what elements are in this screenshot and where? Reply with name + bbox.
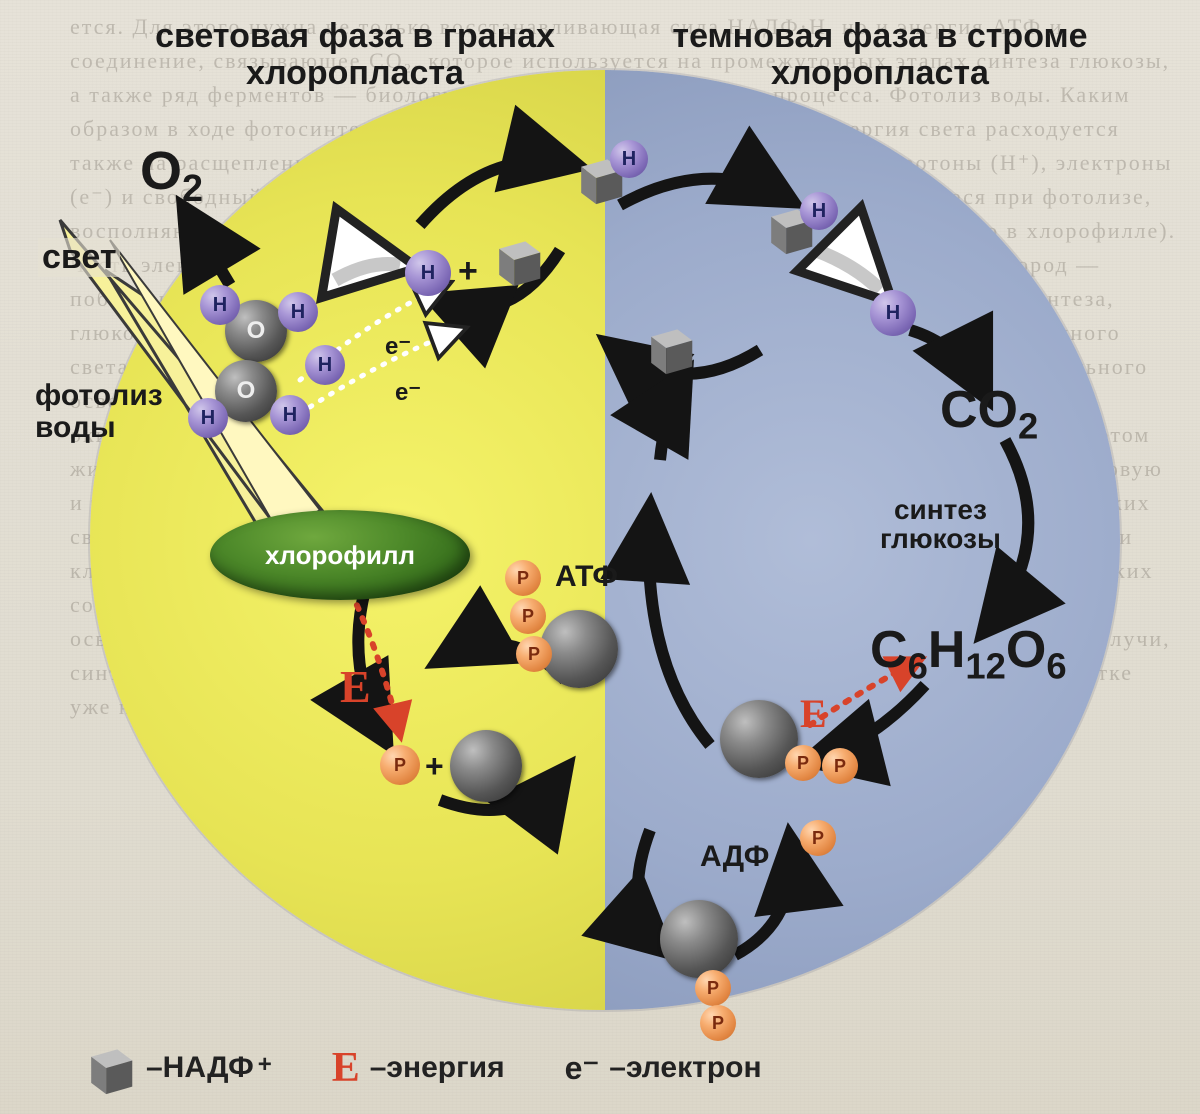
plus-sign-left: + xyxy=(458,252,478,291)
phosphate-free-right: P xyxy=(800,820,836,856)
label-photolysis: фотолиз воды xyxy=(35,380,163,443)
pfr: P xyxy=(812,828,824,849)
legend-energy-text: –энергия xyxy=(370,1051,505,1085)
o-text: O xyxy=(247,317,266,345)
legend-nadf: –НАДФ+ xyxy=(80,1040,272,1096)
hydrogen-free-left: H xyxy=(405,250,451,296)
p2: P xyxy=(522,606,534,627)
nadf-cube-mid xyxy=(640,320,696,376)
o2-text: O2 xyxy=(140,141,203,201)
legend-nadf-text: –НАДФ+ xyxy=(146,1051,272,1085)
legend-electron: e⁻ –электрон xyxy=(565,1049,762,1087)
chlorophyll-label: хлорофилл xyxy=(265,540,415,571)
h2: H xyxy=(291,301,305,324)
label-svet: свет xyxy=(38,238,120,277)
label-glucose: C6H12O6 xyxy=(870,620,1067,687)
hydrogen-atom-5: H xyxy=(305,345,345,385)
title-light-phase-text: световая фаза в гранах хлоропласта xyxy=(155,17,555,92)
hydrogen-free-right: H xyxy=(870,290,916,336)
hr: H xyxy=(812,200,826,223)
dark-phase-half xyxy=(605,70,1120,1010)
hydrogen-atom-3: H xyxy=(188,398,228,438)
atp-p3: P xyxy=(516,636,552,672)
label-energy-left: E xyxy=(340,660,371,713)
label-co2: CO2 xyxy=(940,380,1038,447)
legend-electron-text: –электрон xyxy=(609,1051,761,1085)
hfr: H xyxy=(886,302,900,325)
p1: P xyxy=(517,568,529,589)
adp-p2: P xyxy=(700,1005,736,1041)
legend: –НАДФ+ E –энергия e⁻ –электрон xyxy=(80,1040,762,1096)
ht: H xyxy=(622,148,636,171)
plus-p: + xyxy=(425,748,444,785)
dp1: P xyxy=(797,753,809,774)
title-dark-phase-text: темновая фаза в строме хлоропласта xyxy=(672,17,1087,92)
phosphate-free: P xyxy=(380,745,420,785)
h1: H xyxy=(213,294,227,317)
atp-p1: P xyxy=(505,560,541,596)
label-energy-right: E xyxy=(800,690,827,737)
hydrogen-atom-2: H xyxy=(278,292,318,332)
hfl: H xyxy=(421,262,435,285)
atp-dark-p2: P xyxy=(822,748,858,784)
o-text-2: O xyxy=(237,377,256,405)
label-electron-1: e⁻ xyxy=(385,332,411,361)
legend-nadf-base: –НАДФ xyxy=(146,1051,254,1084)
hydrogen-atom-4: H xyxy=(270,395,310,435)
ap1: P xyxy=(707,978,719,999)
glucose-text: C6H12O6 xyxy=(870,621,1067,679)
pf: P xyxy=(394,755,406,776)
ap2: P xyxy=(712,1013,724,1034)
atp-sphere xyxy=(540,610,618,688)
nadfh-h-top: H xyxy=(610,140,648,178)
title-dark-phase: темновая фаза в строме хлоропласта xyxy=(620,18,1140,93)
hydrogen-atom-1: H xyxy=(200,285,240,325)
legend-cube-icon xyxy=(80,1040,136,1096)
label-atp: АТФ xyxy=(555,560,618,594)
label-adp: АДФ xyxy=(700,840,769,874)
legend-energy: E –энергия xyxy=(332,1044,505,1092)
nadfh-h-right: H xyxy=(800,192,838,230)
co2-text: CO2 xyxy=(940,381,1038,439)
label-o2: O2 xyxy=(140,140,203,211)
atp-p2: P xyxy=(510,598,546,634)
legend-nadf-sup: + xyxy=(258,1051,272,1078)
h5: H xyxy=(318,354,332,377)
h3: H xyxy=(201,407,215,430)
legend-electron-sym: e⁻ xyxy=(565,1049,600,1087)
dp2: P xyxy=(834,756,846,777)
nadf-cube-left xyxy=(488,232,544,288)
p3: P xyxy=(528,644,540,665)
h4: H xyxy=(283,404,297,427)
title-light-phase: световая фаза в гранах хлоропласта xyxy=(120,18,590,93)
legend-e-icon: E xyxy=(332,1044,360,1092)
adp-p1: P xyxy=(695,970,731,1006)
adp-sphere-bottom xyxy=(660,900,738,978)
chlorophyll: хлорофилл xyxy=(210,510,470,600)
atp-dark-p1: P xyxy=(785,745,821,781)
adp-sphere-left xyxy=(450,730,522,802)
label-glucose-synthesis: синтез глюкозы xyxy=(880,495,1001,554)
label-electron-2: e⁻ xyxy=(395,378,421,407)
